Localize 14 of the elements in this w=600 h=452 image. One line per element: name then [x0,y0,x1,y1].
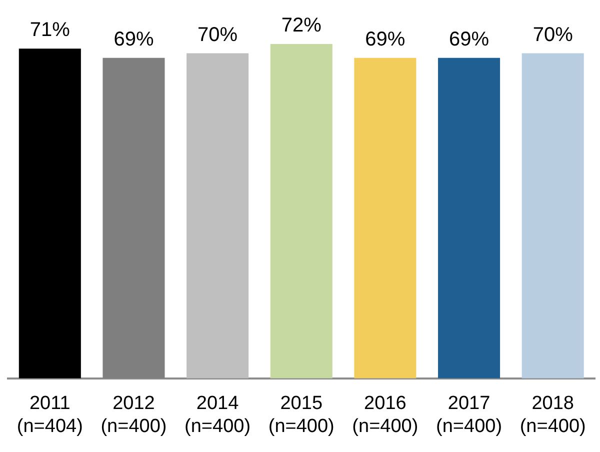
data-label: 70% [532,24,574,46]
x-tick-label: 2015 (n=400) [268,393,334,437]
data-label: 69% [449,28,490,50]
data-label: 70% [198,24,238,46]
x-tick-label: 2017 (n=400) [436,393,502,437]
data-label: 72% [281,14,322,37]
data-label: 71% [30,19,70,42]
x-tick-label: 2016 (n=400) [352,393,418,437]
x-tick-label: 2011 (n=404) [16,393,83,437]
x-tick-label: 2018 (n=400) [520,393,586,437]
x-tick-label: 2014 (n=400) [184,393,251,437]
data-label: 69% [365,28,406,50]
x-tick-label: 2012 (n=400) [100,393,167,437]
data-label: 69% [114,28,154,50]
